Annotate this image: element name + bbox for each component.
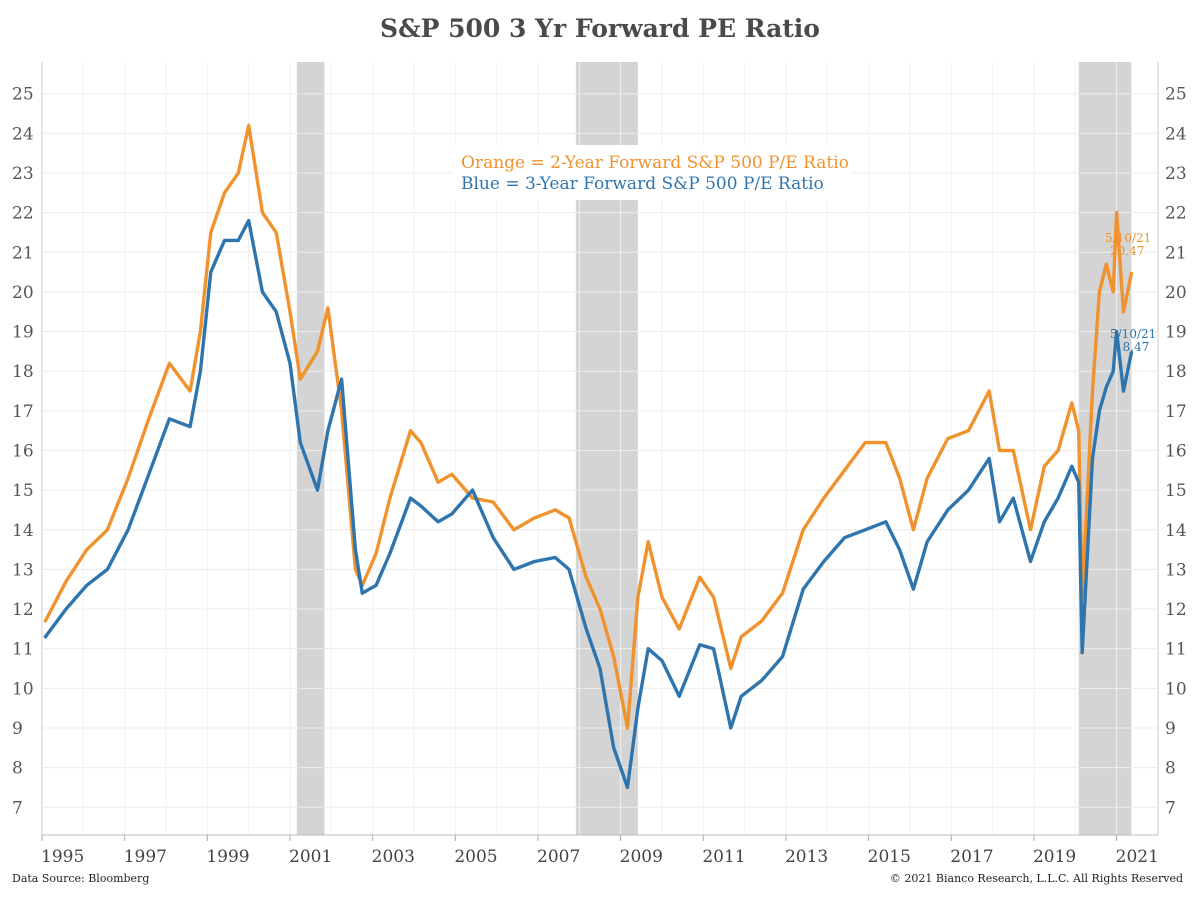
y-tick-label-right: 12 xyxy=(1165,600,1187,620)
y-tick-label-left: 16 xyxy=(12,441,34,461)
x-tick-label: 2011 xyxy=(702,847,745,867)
y-tick-label-left: 9 xyxy=(12,719,23,739)
y-tick-label-right: 8 xyxy=(1165,759,1176,779)
legend-entry-1: Blue = 3-Year Forward S&P 500 P/E Ratio xyxy=(461,174,824,194)
y-tick-label-left: 7 xyxy=(12,798,23,818)
y-tick-label-right: 16 xyxy=(1165,441,1187,461)
y-tick-label-right: 14 xyxy=(1165,521,1187,541)
y-tick-label-left: 8 xyxy=(12,759,23,779)
legend: Orange = 2-Year Forward S&P 500 P/E Rati… xyxy=(452,145,852,200)
x-tick-label: 2007 xyxy=(537,847,580,867)
series-lines xyxy=(43,123,1134,790)
y-tick-label-right: 11 xyxy=(1165,640,1187,660)
axes xyxy=(41,62,1159,836)
chart-title: S&P 500 3 Yr Forward PE Ratio xyxy=(380,14,820,43)
y-tick-label-right: 20 xyxy=(1165,283,1187,303)
y-tick-label-right: 23 xyxy=(1165,164,1187,184)
y-tick-label-left: 23 xyxy=(12,164,34,184)
x-tick-label: 2001 xyxy=(289,847,332,867)
y-tick-label-left: 20 xyxy=(12,283,34,303)
y-tick-label-right: 21 xyxy=(1165,243,1187,263)
end-label-value-0: 20.47 xyxy=(1110,244,1144,258)
y-tick-label-left: 10 xyxy=(12,679,34,699)
end-label-value-1: 18.47 xyxy=(1115,340,1149,354)
legend-entry-0: Orange = 2-Year Forward S&P 500 P/E Rati… xyxy=(461,153,849,173)
x-tick-label: 1997 xyxy=(124,847,167,867)
y-tick-label-right: 18 xyxy=(1165,362,1187,382)
y-tick-label-left: 17 xyxy=(12,402,34,422)
y-tick-label-left: 12 xyxy=(12,600,34,620)
x-tick-label: 2005 xyxy=(454,847,497,867)
series-line-0 xyxy=(43,123,1134,730)
y-tick-label-right: 19 xyxy=(1165,323,1187,343)
y-tick-label-left: 21 xyxy=(12,243,34,263)
footer-source: Data Source: Bloomberg xyxy=(12,872,150,885)
y-tick-label-left: 15 xyxy=(12,481,34,501)
y-tick-label-right: 22 xyxy=(1165,204,1187,224)
y-tick-label-right: 24 xyxy=(1165,124,1187,144)
x-tick-label: 1995 xyxy=(41,847,84,867)
y-tick-label-left: 18 xyxy=(12,362,34,382)
x-tick-label: 2017 xyxy=(950,847,993,867)
y-tick-label-right: 15 xyxy=(1165,481,1187,501)
footer-copyright: © 2021 Bianco Research, L.L.C. All Right… xyxy=(889,872,1183,885)
y-tick-label-left: 24 xyxy=(12,124,34,144)
x-tick-label: 1999 xyxy=(206,847,249,867)
y-tick-label-right: 17 xyxy=(1165,402,1187,422)
x-tick-label: 2009 xyxy=(620,847,663,867)
y-tick-label-right: 10 xyxy=(1165,679,1187,699)
legend-box xyxy=(452,145,852,200)
y-tick-label-left: 14 xyxy=(12,521,34,541)
y-tick-label-left: 19 xyxy=(12,323,34,343)
x-tick-label: 2013 xyxy=(785,847,828,867)
series-line-1 xyxy=(43,218,1134,790)
end-label-date-1: 5/10/21 xyxy=(1110,327,1156,341)
end-label-date-0: 5/10/21 xyxy=(1105,231,1151,245)
y-tick-label-right: 9 xyxy=(1165,719,1176,739)
tick-labels: 7 7 8 8 9 9 10 10 11 11 12 12 13 13 14 14 15 15 16 16 17 17 18… xyxy=(12,85,1187,867)
y-tick-label-right: 25 xyxy=(1165,85,1187,105)
y-tick-label-left: 11 xyxy=(12,640,34,660)
x-tick-label: 2003 xyxy=(372,847,415,867)
x-tick-label: 2021 xyxy=(1116,847,1159,867)
x-tick-label: 2015 xyxy=(868,847,911,867)
recession-band-2 xyxy=(1078,62,1132,835)
x-tick-label: 2019 xyxy=(1033,847,1076,867)
y-tick-label-right: 7 xyxy=(1165,798,1176,818)
y-tick-label-right: 13 xyxy=(1165,560,1187,580)
y-tick-label-left: 13 xyxy=(12,560,34,580)
y-tick-label-left: 25 xyxy=(12,85,34,105)
y-tick-label-left: 22 xyxy=(12,204,34,224)
